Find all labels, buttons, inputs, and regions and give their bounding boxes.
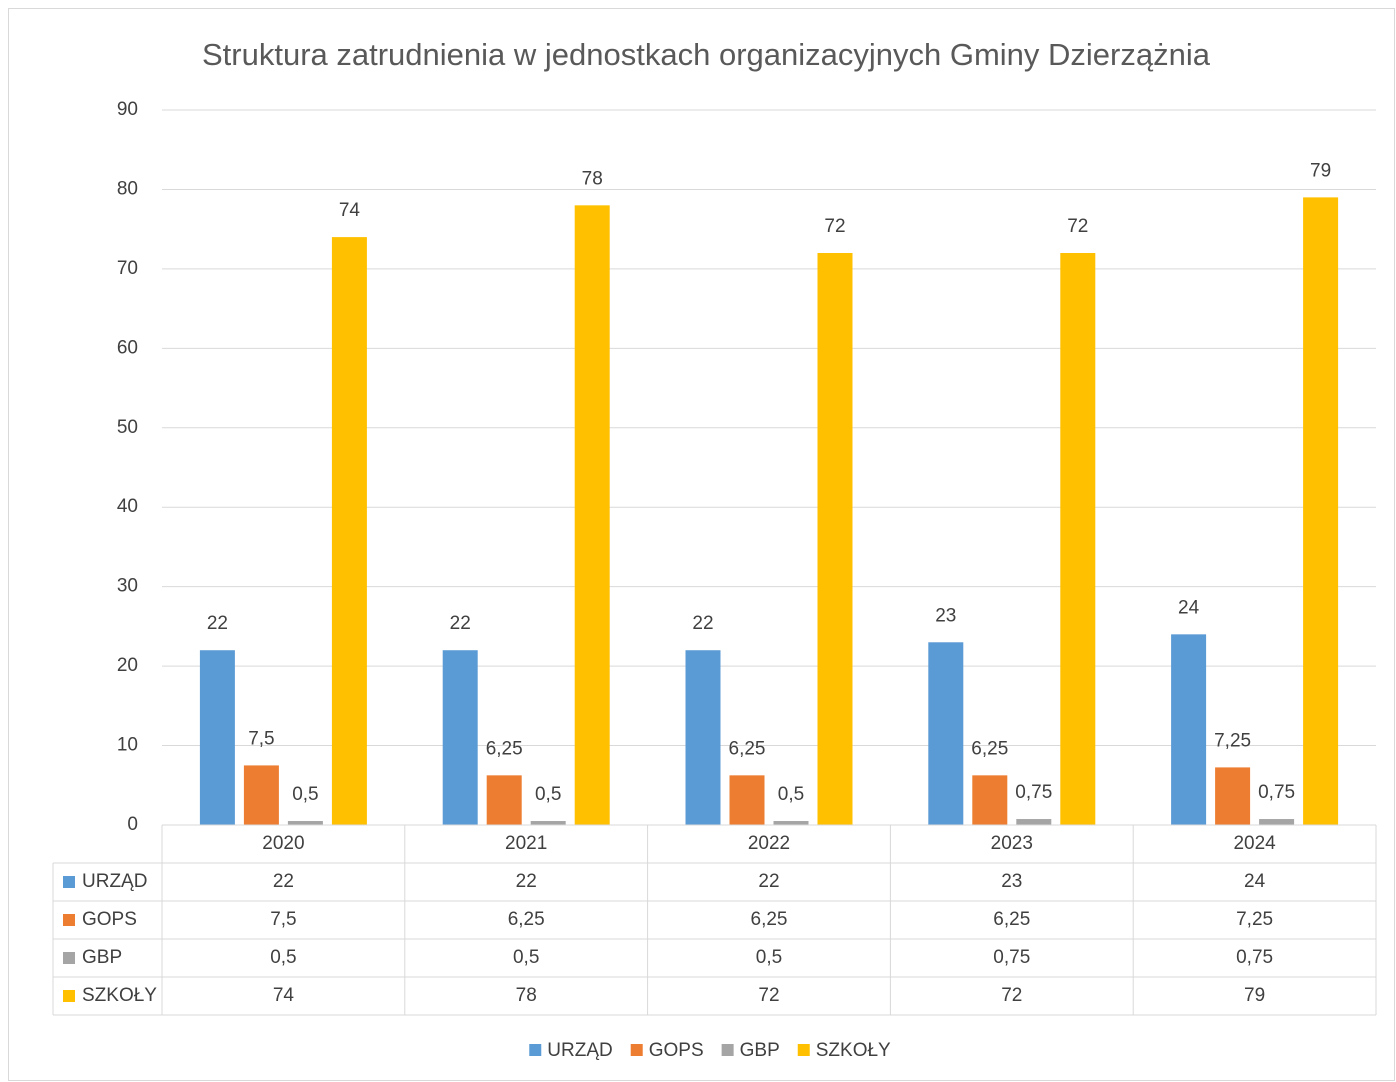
bar — [331, 237, 367, 826]
bar — [1215, 767, 1251, 825]
table-cell: 72 — [1001, 985, 1022, 1006]
table-cell: 0,75 — [1236, 947, 1273, 968]
bar — [1060, 253, 1096, 825]
x-tick-label: 2021 — [505, 833, 547, 854]
table-cell: 22 — [516, 871, 537, 892]
data-label: 23 — [935, 605, 956, 626]
data-label: 0,5 — [778, 784, 804, 805]
bar — [530, 821, 566, 825]
data-label: 78 — [582, 168, 603, 189]
data-label: 0,75 — [1258, 782, 1295, 803]
y-tick-label: 40 — [117, 496, 138, 517]
chart-title: Struktura zatrudnienia w jednostkach org… — [202, 37, 1211, 72]
table-cell: 72 — [758, 985, 779, 1006]
table-cell: 24 — [1244, 871, 1266, 892]
table-cell: 79 — [1244, 985, 1265, 1006]
table-cell: 22 — [273, 871, 294, 892]
data-label: 72 — [1067, 216, 1088, 237]
x-tick-label: 2022 — [748, 833, 790, 854]
table-cell: 23 — [1001, 871, 1022, 892]
table-row-label: GOPS — [82, 909, 137, 930]
data-label: 6,25 — [729, 738, 766, 759]
table-cell: 78 — [516, 985, 537, 1006]
y-tick-label: 0 — [127, 814, 138, 835]
table-cell: 0,5 — [756, 947, 782, 968]
data-label: 7,25 — [1214, 730, 1251, 751]
bar — [729, 775, 765, 825]
bar — [972, 775, 1008, 825]
bar — [1303, 197, 1339, 825]
bar — [199, 650, 235, 825]
bar — [287, 821, 323, 825]
y-tick-label: 10 — [117, 735, 138, 756]
bar — [1171, 634, 1207, 825]
x-tick-label: 2020 — [262, 833, 304, 854]
data-label: 7,5 — [248, 728, 274, 749]
table-legend-key — [63, 914, 75, 926]
bar — [574, 205, 610, 826]
table-cell: 6,25 — [751, 909, 788, 930]
bar — [1016, 819, 1052, 825]
table-row-label: SZKOŁY — [82, 985, 157, 1006]
bar — [817, 253, 853, 825]
y-tick-label: 80 — [117, 178, 138, 199]
x-tick-label: 2023 — [991, 833, 1033, 854]
table-cell: 0,5 — [513, 947, 539, 968]
legend-key — [797, 1044, 810, 1056]
bar — [928, 642, 964, 825]
data-label: 79 — [1310, 160, 1331, 181]
bar — [685, 650, 721, 825]
table-legend-key — [63, 990, 75, 1002]
bar — [773, 821, 809, 825]
table-cell: 7,25 — [1236, 909, 1273, 930]
bar — [442, 650, 478, 825]
y-tick-label: 70 — [117, 258, 138, 279]
table-cell: 0,5 — [270, 947, 296, 968]
legend-label: GOPS — [649, 1040, 704, 1061]
data-label: 0,5 — [292, 784, 318, 805]
legend-label: SZKOŁY — [816, 1040, 891, 1061]
data-label: 22 — [692, 613, 713, 634]
table-cell: 7,5 — [270, 909, 296, 930]
bar — [1259, 819, 1295, 825]
chart-border — [8, 8, 1395, 1081]
table-cell: 0,75 — [993, 947, 1030, 968]
y-tick-label: 90 — [117, 99, 138, 120]
data-label: 72 — [824, 216, 845, 237]
y-tick-label: 30 — [117, 576, 138, 597]
table-legend-key — [63, 876, 75, 888]
data-label: 0,75 — [1015, 782, 1052, 803]
legend-key — [630, 1044, 643, 1056]
data-label: 24 — [1178, 597, 1200, 618]
data-label: 74 — [339, 200, 361, 221]
bar — [243, 765, 279, 825]
y-tick-label: 60 — [117, 337, 138, 358]
legend-key — [529, 1044, 542, 1056]
data-label: 6,25 — [971, 738, 1008, 759]
table-cell: 6,25 — [508, 909, 545, 930]
legend-label: GBP — [740, 1040, 780, 1061]
data-label: 22 — [450, 613, 471, 634]
legend-label: URZĄD — [547, 1040, 612, 1061]
data-label: 22 — [207, 613, 228, 634]
table-cell: 6,25 — [993, 909, 1030, 930]
table-cell: 74 — [273, 985, 295, 1006]
table-row-label: GBP — [82, 947, 122, 968]
table-legend-key — [63, 952, 75, 964]
data-label: 0,5 — [535, 784, 561, 805]
x-tick-label: 2024 — [1233, 833, 1276, 854]
legend-key — [721, 1044, 734, 1056]
table-row-label: URZĄD — [82, 871, 147, 892]
bar — [486, 775, 522, 825]
data-label: 6,25 — [486, 738, 523, 759]
y-tick-label: 20 — [117, 655, 138, 676]
y-tick-label: 50 — [117, 417, 138, 438]
table-cell: 22 — [758, 871, 779, 892]
